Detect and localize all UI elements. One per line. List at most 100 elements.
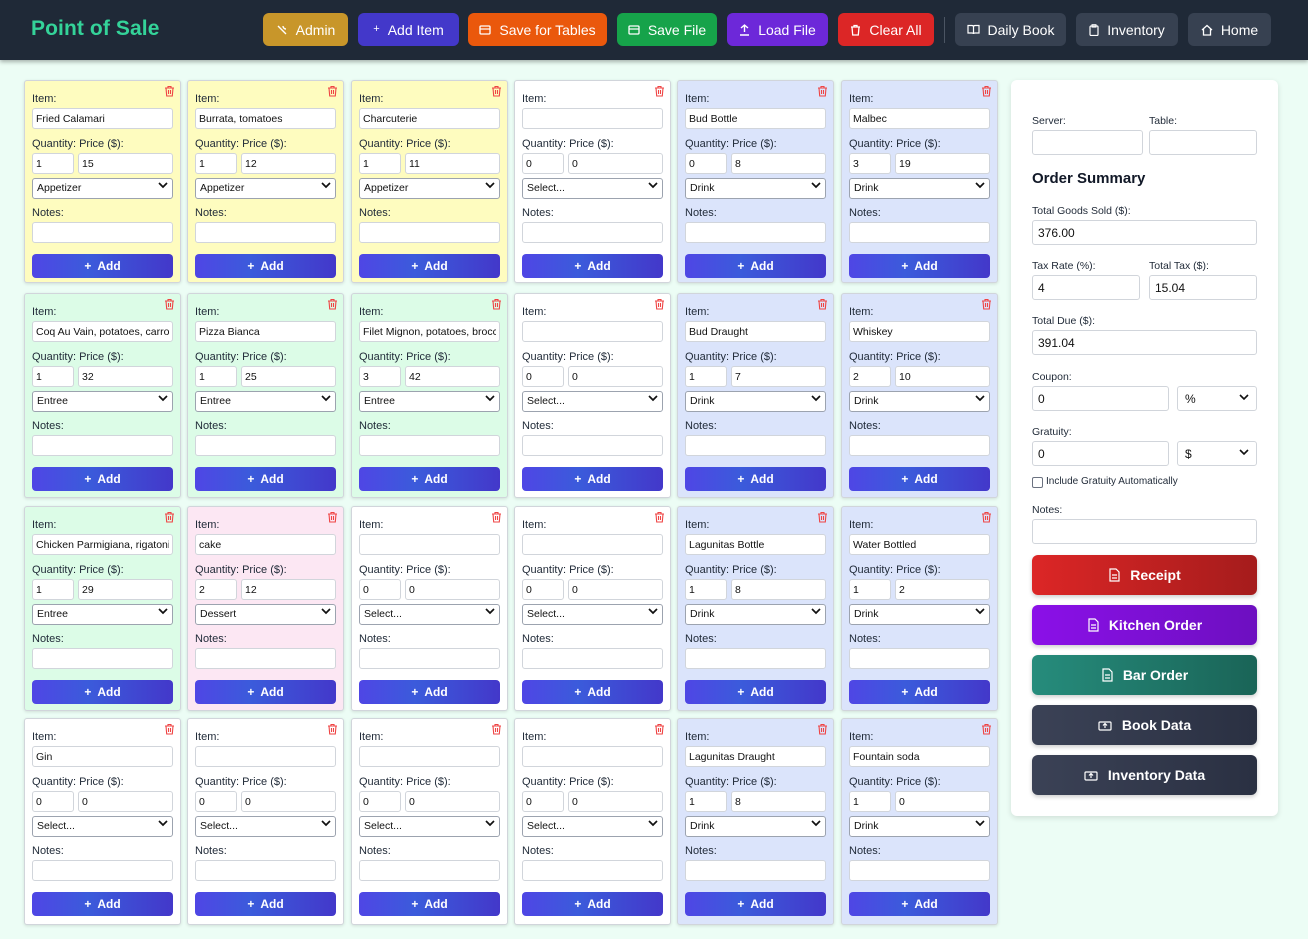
coupon-unit-select[interactable]: % xyxy=(1177,386,1257,411)
price-input[interactable] xyxy=(731,791,826,812)
notes-input[interactable] xyxy=(522,648,663,669)
trash-icon[interactable] xyxy=(817,511,828,526)
item-name-input[interactable] xyxy=(195,108,336,129)
item-name-input[interactable] xyxy=(359,534,500,555)
save-for-tables-button[interactable]: Save for Tables xyxy=(468,13,607,46)
bar-order-button[interactable]: Bar Order xyxy=(1032,655,1257,695)
coupon-input[interactable]: 0 xyxy=(1032,386,1169,411)
quantity-input[interactable] xyxy=(522,153,564,174)
notes-input[interactable] xyxy=(32,860,173,881)
price-input[interactable] xyxy=(78,579,173,600)
add-button[interactable]: + Add xyxy=(685,254,826,278)
home-button[interactable]: Home xyxy=(1188,13,1271,46)
item-name-input[interactable] xyxy=(32,321,173,342)
trash-icon[interactable] xyxy=(491,85,502,100)
category-select[interactable]: Entree xyxy=(32,391,173,412)
add-button[interactable]: + Add xyxy=(522,892,663,916)
load-file-button[interactable]: Load File xyxy=(727,13,828,46)
category-select[interactable]: Drink xyxy=(685,604,826,625)
notes-input[interactable] xyxy=(685,222,826,243)
tax-rate-input[interactable]: 4 xyxy=(1032,275,1140,300)
category-select[interactable]: Drink xyxy=(685,816,826,837)
item-name-input[interactable] xyxy=(685,108,826,129)
kitchen-order-button[interactable]: Kitchen Order xyxy=(1032,605,1257,645)
quantity-input[interactable] xyxy=(522,791,564,812)
price-input[interactable] xyxy=(895,153,990,174)
item-name-input[interactable] xyxy=(359,108,500,129)
quantity-input[interactable] xyxy=(195,366,237,387)
price-input[interactable] xyxy=(895,366,990,387)
add-button[interactable]: + Add xyxy=(32,892,173,916)
notes-input[interactable] xyxy=(195,860,336,881)
total-due-input[interactable]: 391.04 xyxy=(1032,330,1257,355)
add-button[interactable]: + Add xyxy=(359,254,500,278)
add-button[interactable]: + Add xyxy=(849,680,990,704)
table-input[interactable] xyxy=(1149,130,1257,155)
add-button[interactable]: + Add xyxy=(359,467,500,491)
trash-icon[interactable] xyxy=(491,511,502,526)
total-goods-input[interactable]: 376.00 xyxy=(1032,220,1257,245)
add-button[interactable]: + Add xyxy=(195,680,336,704)
notes-input[interactable] xyxy=(522,860,663,881)
quantity-input[interactable] xyxy=(359,153,401,174)
quantity-input[interactable] xyxy=(32,579,74,600)
item-name-input[interactable] xyxy=(195,746,336,767)
admin-button[interactable]: Admin xyxy=(263,13,348,46)
inventory-data-button[interactable]: Inventory Data xyxy=(1032,755,1257,795)
notes-input[interactable] xyxy=(849,222,990,243)
daily-book-button[interactable]: Daily Book xyxy=(955,13,1066,46)
trash-icon[interactable] xyxy=(327,511,338,526)
category-select[interactable]: Entree xyxy=(32,604,173,625)
quantity-input[interactable] xyxy=(195,791,237,812)
gratuity-input[interactable]: 0 xyxy=(1032,441,1169,466)
add-button[interactable]: + Add xyxy=(685,680,826,704)
notes-input[interactable] xyxy=(32,222,173,243)
notes-input[interactable] xyxy=(359,435,500,456)
trash-icon[interactable] xyxy=(817,723,828,738)
quantity-input[interactable] xyxy=(32,366,74,387)
item-name-input[interactable] xyxy=(522,108,663,129)
trash-icon[interactable] xyxy=(981,298,992,313)
quantity-input[interactable] xyxy=(522,366,564,387)
trash-icon[interactable] xyxy=(327,85,338,100)
price-input[interactable] xyxy=(568,153,663,174)
trash-icon[interactable] xyxy=(981,723,992,738)
save-file-button[interactable]: Save File xyxy=(617,13,717,46)
trash-icon[interactable] xyxy=(164,298,175,313)
add-button[interactable]: + Add xyxy=(32,680,173,704)
item-name-input[interactable] xyxy=(195,534,336,555)
price-input[interactable] xyxy=(568,579,663,600)
notes-input[interactable] xyxy=(195,435,336,456)
category-select[interactable]: Select... xyxy=(522,178,663,199)
category-select[interactable]: Entree xyxy=(195,391,336,412)
price-input[interactable] xyxy=(731,153,826,174)
item-name-input[interactable] xyxy=(849,534,990,555)
add-button[interactable]: + Add xyxy=(32,254,173,278)
notes-input[interactable] xyxy=(849,435,990,456)
notes-input[interactable] xyxy=(522,222,663,243)
category-select[interactable]: Dessert xyxy=(195,604,336,625)
category-select[interactable]: Drink xyxy=(849,816,990,837)
trash-icon[interactable] xyxy=(164,85,175,100)
quantity-input[interactable] xyxy=(359,579,401,600)
quantity-input[interactable] xyxy=(849,791,891,812)
add-button[interactable]: + Add xyxy=(195,892,336,916)
notes-input[interactable] xyxy=(195,648,336,669)
item-name-input[interactable] xyxy=(849,321,990,342)
notes-input[interactable] xyxy=(685,435,826,456)
price-input[interactable] xyxy=(241,579,336,600)
trash-icon[interactable] xyxy=(491,298,502,313)
add-button[interactable]: + Add xyxy=(685,467,826,491)
quantity-input[interactable] xyxy=(32,791,74,812)
add-button[interactable]: + Add xyxy=(849,892,990,916)
category-select[interactable]: Drink xyxy=(685,391,826,412)
notes-input[interactable] xyxy=(849,648,990,669)
price-input[interactable] xyxy=(895,579,990,600)
trash-icon[interactable] xyxy=(981,511,992,526)
add-item-button[interactable]: + Add Item xyxy=(358,13,459,46)
add-button[interactable]: + Add xyxy=(849,254,990,278)
item-name-input[interactable] xyxy=(522,321,663,342)
gratuity-unit-select[interactable]: $ xyxy=(1177,441,1257,466)
notes-input[interactable] xyxy=(522,435,663,456)
category-select[interactable]: Drink xyxy=(849,178,990,199)
